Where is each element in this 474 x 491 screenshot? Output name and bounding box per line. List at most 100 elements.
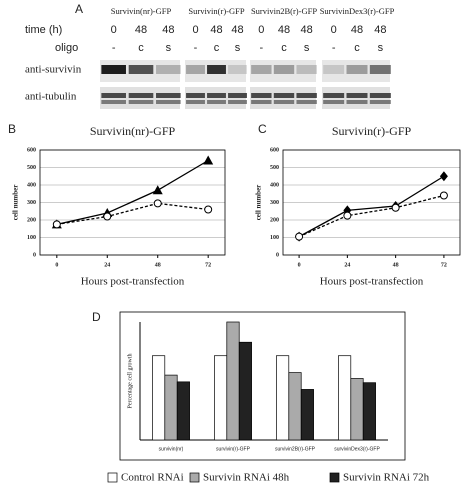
plot-frame xyxy=(282,149,461,256)
x-tick-label: survivin(r)-GFP xyxy=(216,446,251,452)
time-value: 48 xyxy=(301,24,313,36)
oligo-value: - xyxy=(332,42,336,54)
chart-title: Survivin(nr)-GFP xyxy=(90,124,176,138)
y-axis-label: cell number xyxy=(12,185,20,221)
oligo-value: c xyxy=(281,42,287,54)
legend-swatch xyxy=(107,472,118,483)
bar xyxy=(214,355,228,441)
band xyxy=(101,65,126,74)
time-value: 0 xyxy=(192,24,198,36)
marker xyxy=(439,171,448,182)
y-tick-label: 0 xyxy=(276,252,279,258)
bar xyxy=(238,341,252,441)
panel-frame xyxy=(119,311,406,461)
band xyxy=(228,93,247,98)
legend-label: Survivin RNAi 72h xyxy=(343,472,430,484)
x-tick-label: 0 xyxy=(298,262,301,268)
oligo-value: s xyxy=(378,42,384,54)
legend-swatch xyxy=(189,472,200,483)
legend-label: Survivin RNAi 48h xyxy=(203,472,290,484)
oligo-value: s xyxy=(166,42,172,54)
legend-label: Control RNAi xyxy=(121,472,184,484)
y-tick-label: 400 xyxy=(270,182,279,188)
column-header: Survivin(r)-GFP xyxy=(188,6,244,16)
oligo-label: oligo xyxy=(55,42,78,54)
x-axis-label: Hours post-transfection xyxy=(320,276,424,288)
x-tick-label: 48 xyxy=(155,262,161,268)
series-line xyxy=(298,194,445,238)
bar xyxy=(300,389,314,441)
band xyxy=(369,100,391,104)
x-tick-label: 48 xyxy=(393,262,399,268)
x-tick-label: survivin(nr) xyxy=(159,446,184,452)
band xyxy=(156,100,181,104)
time-value: 0 xyxy=(111,24,117,36)
time-value: 48 xyxy=(162,24,174,36)
y-axis-label: cell number xyxy=(255,185,263,221)
band xyxy=(369,65,391,74)
bar xyxy=(226,321,240,441)
marker xyxy=(295,232,304,241)
x-tick-label: 72 xyxy=(205,262,211,268)
y-tick-label: 600 xyxy=(27,147,36,153)
band xyxy=(251,100,272,104)
y-tick-label: 200 xyxy=(270,217,279,223)
time-value: 48 xyxy=(135,24,147,36)
marker xyxy=(204,205,213,214)
band xyxy=(128,100,154,104)
row-label: anti-survivin xyxy=(25,64,82,76)
oligo-value: c xyxy=(354,42,360,54)
y-tick-label: 0 xyxy=(33,252,36,258)
y-tick-label: 100 xyxy=(27,235,36,241)
blot-strip xyxy=(250,60,316,82)
series-line xyxy=(56,159,209,226)
bar xyxy=(288,372,302,441)
band xyxy=(273,100,295,104)
band xyxy=(296,65,317,74)
band xyxy=(346,65,368,74)
band xyxy=(273,93,295,98)
band xyxy=(128,65,154,74)
oligo-value: c xyxy=(138,42,144,54)
x-tick-label: 0 xyxy=(55,262,58,268)
panel-label: C xyxy=(258,122,267,136)
y-tick-label: 300 xyxy=(27,200,36,206)
marker xyxy=(439,191,448,200)
oligo-value: - xyxy=(194,42,198,54)
y-tick-label: 500 xyxy=(27,165,36,171)
oligo-value: - xyxy=(259,42,263,54)
y-tick-label: 500 xyxy=(270,165,279,171)
band xyxy=(186,100,205,104)
x-axis-label: Hours post-transfection xyxy=(81,276,185,288)
y-tick-label: 300 xyxy=(270,200,279,206)
band xyxy=(369,93,391,98)
column-header: SurvivinDex3(r)-GFP xyxy=(320,6,395,16)
time-value: 48 xyxy=(210,24,222,36)
y-tick-label: 100 xyxy=(270,235,279,241)
plot-frame xyxy=(39,149,226,256)
series-line xyxy=(298,175,445,238)
x-tick-label: 24 xyxy=(104,262,110,268)
legend-swatch xyxy=(329,472,340,483)
band xyxy=(251,93,272,98)
band xyxy=(323,93,345,98)
panel-label: B xyxy=(8,122,16,136)
marker xyxy=(103,212,112,221)
band xyxy=(101,100,126,104)
marker xyxy=(152,185,163,195)
chart-title: Survivin(r)-GFP xyxy=(332,124,412,138)
bar xyxy=(338,355,352,441)
band xyxy=(323,65,345,74)
bar xyxy=(350,378,364,441)
oligo-value: s xyxy=(235,42,241,54)
time-value: 48 xyxy=(351,24,363,36)
marker xyxy=(203,155,214,165)
bar xyxy=(164,374,178,441)
x-tick-label: 72 xyxy=(441,262,447,268)
bar xyxy=(362,382,376,441)
band xyxy=(156,65,181,74)
time-value: 48 xyxy=(278,24,290,36)
panel-label: D xyxy=(92,310,101,324)
bar xyxy=(176,381,190,441)
time-value: 0 xyxy=(331,24,337,36)
